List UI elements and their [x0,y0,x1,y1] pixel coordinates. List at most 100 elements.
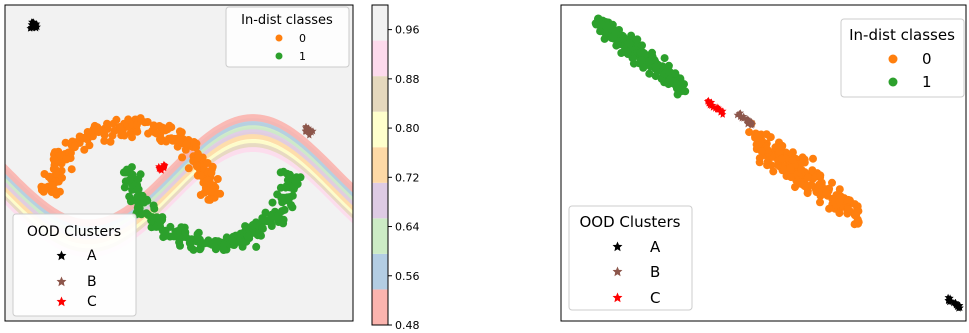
data-point-class-1 [144,211,153,219]
data-point-class-1 [126,197,135,206]
data-point-class-0 [828,178,836,187]
colorbar-bands [372,5,388,325]
legend-title: In-dist classes [241,13,333,28]
colorbar-band [372,76,388,112]
legend-marker-class-0 [888,54,898,64]
data-point-class-1 [627,31,636,40]
colorbar-band [372,147,388,183]
data-point-class-0 [196,191,205,199]
data-point-class-0 [192,162,201,171]
colorbar-band [372,253,388,290]
data-point-class-0 [100,136,109,145]
data-point-class-0 [807,181,816,189]
legend-title: OOD Clusters [27,224,121,240]
data-point-class-1 [651,63,660,71]
legend-label-class-0: 0 [299,32,306,45]
data-point-class-1 [638,41,646,50]
legend-marker-class-1 [888,77,898,87]
data-point-class-1 [193,234,201,243]
data-point-class-1 [625,39,634,48]
data-point-class-1 [122,168,130,177]
legend-label-c: C [650,289,660,307]
data-point-class-0 [49,155,58,164]
data-point-class-1 [681,87,690,96]
data-point-class-0 [124,115,133,124]
data-point-class-0 [796,178,805,187]
data-point-class-1 [156,218,165,227]
data-point-class-0 [816,198,824,207]
data-point-class-0 [779,165,788,174]
colorbar-band [372,218,388,254]
data-point-class-0 [156,135,164,144]
data-point-class-0 [162,137,171,146]
data-point-class-0 [103,119,111,128]
data-point-class-1 [253,231,262,240]
data-point-class-0 [71,141,80,150]
data-point-class-0 [757,147,766,156]
data-point-class-0 [48,181,56,189]
data-point-class-0 [55,187,64,196]
data-point-class-0 [803,173,812,182]
data-point-class-0 [120,131,129,140]
data-point-class-1 [617,49,626,57]
data-point-class-0 [163,125,172,134]
data-point-class-1 [174,233,183,241]
data-point-class-1 [676,74,685,83]
data-point-class-1 [280,205,289,214]
data-point-class-1 [228,237,237,245]
data-point-class-1 [244,232,253,241]
data-point-class-0 [61,138,70,147]
left-data-points [26,18,317,254]
data-point-class-1 [281,183,290,192]
data-point-class-0 [777,154,786,163]
data-point-class-1 [636,48,645,57]
data-point-class-0 [75,132,84,141]
data-point-class-0 [108,131,117,140]
legend-label-class-1: 1 [299,50,306,63]
legend-label-a: A [87,248,97,264]
data-point-class-0 [769,167,778,176]
data-point-class-1 [651,72,660,81]
data-point-class-1 [248,221,257,229]
colorbar: 0.96 0.88 0.80 0.72 0.64 0.56 0.48 [371,4,420,332]
colorbar-band [372,182,388,219]
data-point-class-0 [116,123,124,131]
data-point-class-0 [175,136,184,145]
data-point-class-1 [120,183,129,192]
data-point-class-0 [184,164,193,173]
data-point-class-0 [40,183,49,192]
data-point-class-1 [671,69,680,78]
data-point-class-0 [133,127,142,136]
data-point-class-1 [237,238,246,247]
legend-label-b: B [87,274,97,290]
data-point-class-1 [133,185,142,194]
data-point-class-0 [835,197,844,206]
data-point-class-0 [835,185,844,194]
data-point-class-1 [143,196,152,205]
data-point-class-0 [809,154,817,163]
right-plot-frame [560,4,967,322]
right-legend-in-dist: In-dist classes 0 1 [840,18,965,98]
data-point-class-1 [597,20,606,29]
data-point-class-1 [666,76,674,85]
data-point-class-1 [261,208,270,217]
data-point-class-1 [128,170,137,179]
colorbar-tick-label: 0.96 [395,24,420,37]
data-point-class-0 [816,191,825,200]
data-point-class-1 [285,194,294,203]
data-point-class-0 [808,166,817,175]
data-point-class-1 [252,242,261,251]
data-point-class-0 [196,171,205,180]
data-point-class-0 [844,205,852,213]
data-point-class-0 [203,159,212,167]
data-point-class-0 [788,156,797,164]
data-point-class-1 [637,56,646,65]
legend-label-c: C [87,294,97,310]
data-point-class-0 [192,143,200,152]
data-point-class-1 [623,50,632,58]
data-point-class-0 [82,132,91,141]
data-point-class-1 [133,192,142,201]
data-point-class-0 [797,165,806,174]
left-scatter-panel: In-dist classes 0 1 OOD Clusters A B C [4,4,354,322]
data-point-class-1 [211,237,220,245]
